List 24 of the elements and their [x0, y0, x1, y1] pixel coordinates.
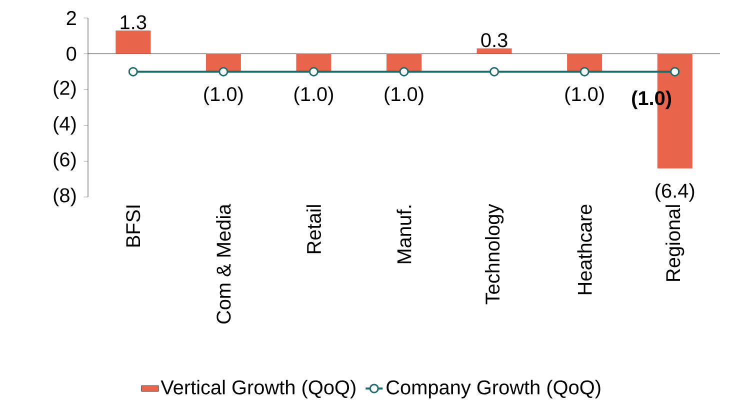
data-label: 0.3 — [481, 33, 508, 48]
bar — [476, 48, 512, 54]
data-label: (1.0) — [565, 86, 604, 106]
x-tick-label: Heathcare — [577, 204, 592, 294]
x-tick-label: BFSI — [126, 206, 140, 246]
x-tick-label: Technology — [485, 204, 504, 304]
y-tick-label: (8) — [54, 188, 76, 206]
data-label: (1.0) — [204, 86, 243, 106]
data-label: 1.3 — [120, 15, 146, 30]
x-tick-label: Regional — [666, 205, 684, 281]
y-tick-label: (2) — [54, 80, 76, 99]
y-tick-label: (4) — [54, 116, 76, 135]
x-tick-label: Com & Media — [216, 204, 231, 324]
data-label: (1.0) — [294, 86, 333, 106]
y-tick-label: 0 — [66, 46, 76, 61]
y-tick-label: (6) — [54, 152, 76, 170]
legend-label: Vertical Growth (QoQ) — [160, 380, 356, 398]
bar — [116, 30, 151, 54]
x-tick-label: Manuf. — [396, 206, 412, 264]
y-tick-label: 2 — [66, 11, 76, 25]
x-tick-label: Retail — [306, 205, 322, 254]
legend-label: Company Growth (QoQ) — [386, 380, 600, 398]
data-label: (1.0) — [384, 86, 424, 106]
data-label: (6.4) — [656, 183, 694, 202]
